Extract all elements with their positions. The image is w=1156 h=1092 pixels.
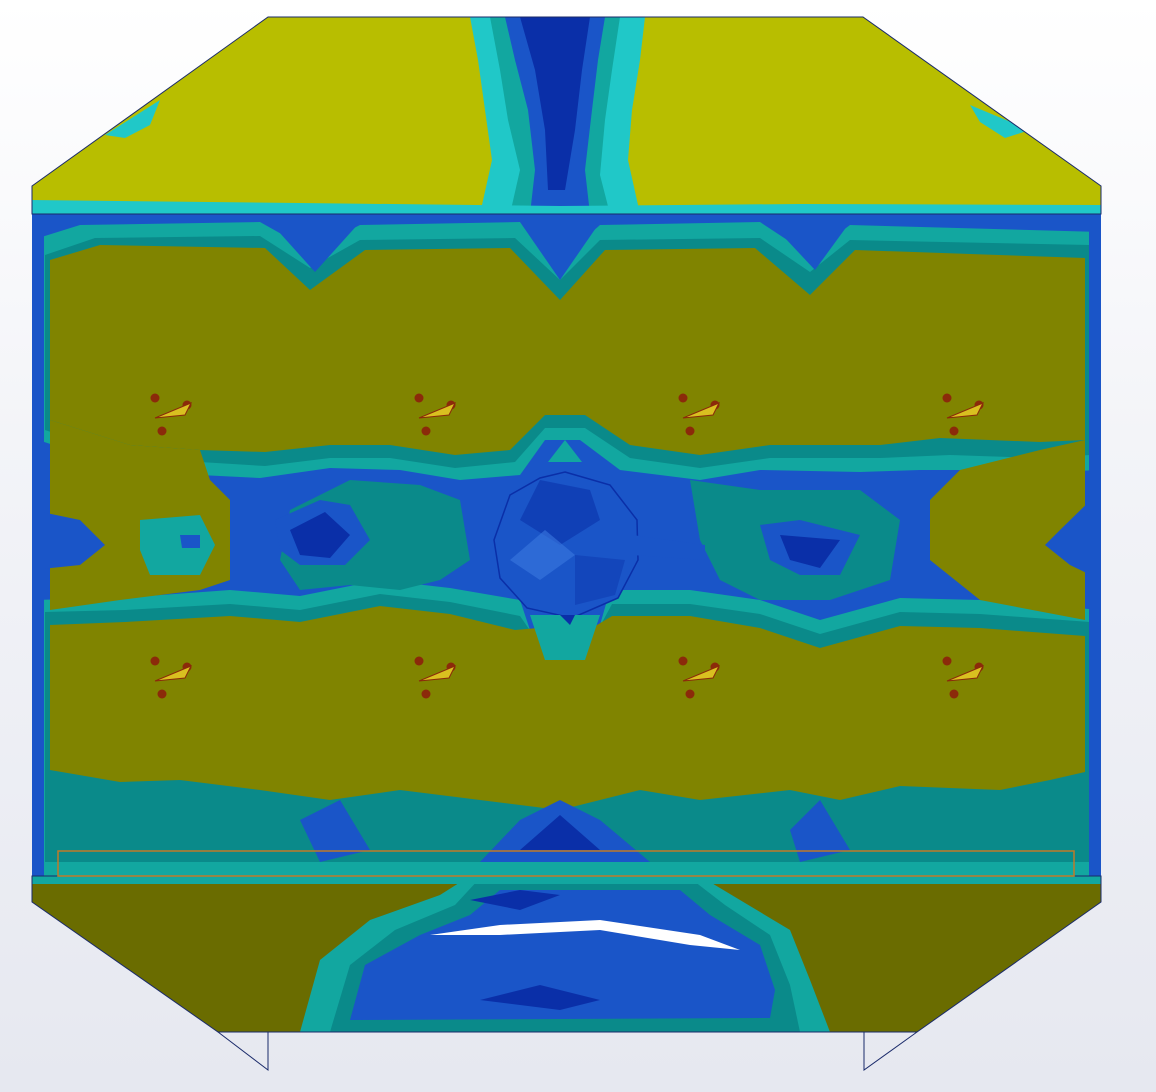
load-marker[interactable] xyxy=(414,393,457,436)
point-marker-icon xyxy=(942,656,952,666)
stress-contour-top-face xyxy=(32,17,1101,214)
load-marker[interactable] xyxy=(942,393,985,436)
point-marker-icon xyxy=(949,426,959,436)
load-marker[interactable] xyxy=(678,656,721,699)
point-marker-icon xyxy=(942,393,952,403)
point-marker-icon xyxy=(157,689,167,699)
load-arrow-icon xyxy=(418,665,457,682)
load-marker[interactable] xyxy=(678,393,721,436)
point-marker-icon xyxy=(150,393,160,403)
load-arrow-icon xyxy=(682,402,721,419)
load-marker[interactable] xyxy=(150,393,193,436)
point-marker-icon xyxy=(414,393,424,403)
load-arrow-icon xyxy=(682,665,721,682)
load-markers-row-bottom xyxy=(150,656,985,699)
point-marker-icon xyxy=(685,426,695,436)
load-marker[interactable] xyxy=(414,656,457,699)
load-arrow-icon xyxy=(946,665,985,682)
load-markers-row-top xyxy=(150,393,985,436)
support-legs xyxy=(217,1031,918,1072)
load-arrow-icon xyxy=(154,402,193,419)
selected-edge-highlight[interactable] xyxy=(57,850,1075,877)
point-marker-icon xyxy=(421,689,431,699)
point-marker-icon xyxy=(949,689,959,699)
load-marker[interactable] xyxy=(942,656,985,699)
point-marker-icon xyxy=(678,393,688,403)
load-arrow-icon xyxy=(154,665,193,682)
point-marker-icon xyxy=(157,426,167,436)
load-arrow-icon xyxy=(418,402,457,419)
stress-contour-bottom-face xyxy=(32,876,1101,1032)
point-marker-icon xyxy=(421,426,431,436)
load-marker[interactable] xyxy=(150,656,193,699)
point-marker-icon xyxy=(150,656,160,666)
center-bolt-hole[interactable] xyxy=(493,440,705,660)
point-marker-icon xyxy=(685,689,695,699)
load-arrow-icon xyxy=(946,402,985,419)
point-marker-icon xyxy=(414,656,424,666)
point-marker-icon xyxy=(678,656,688,666)
